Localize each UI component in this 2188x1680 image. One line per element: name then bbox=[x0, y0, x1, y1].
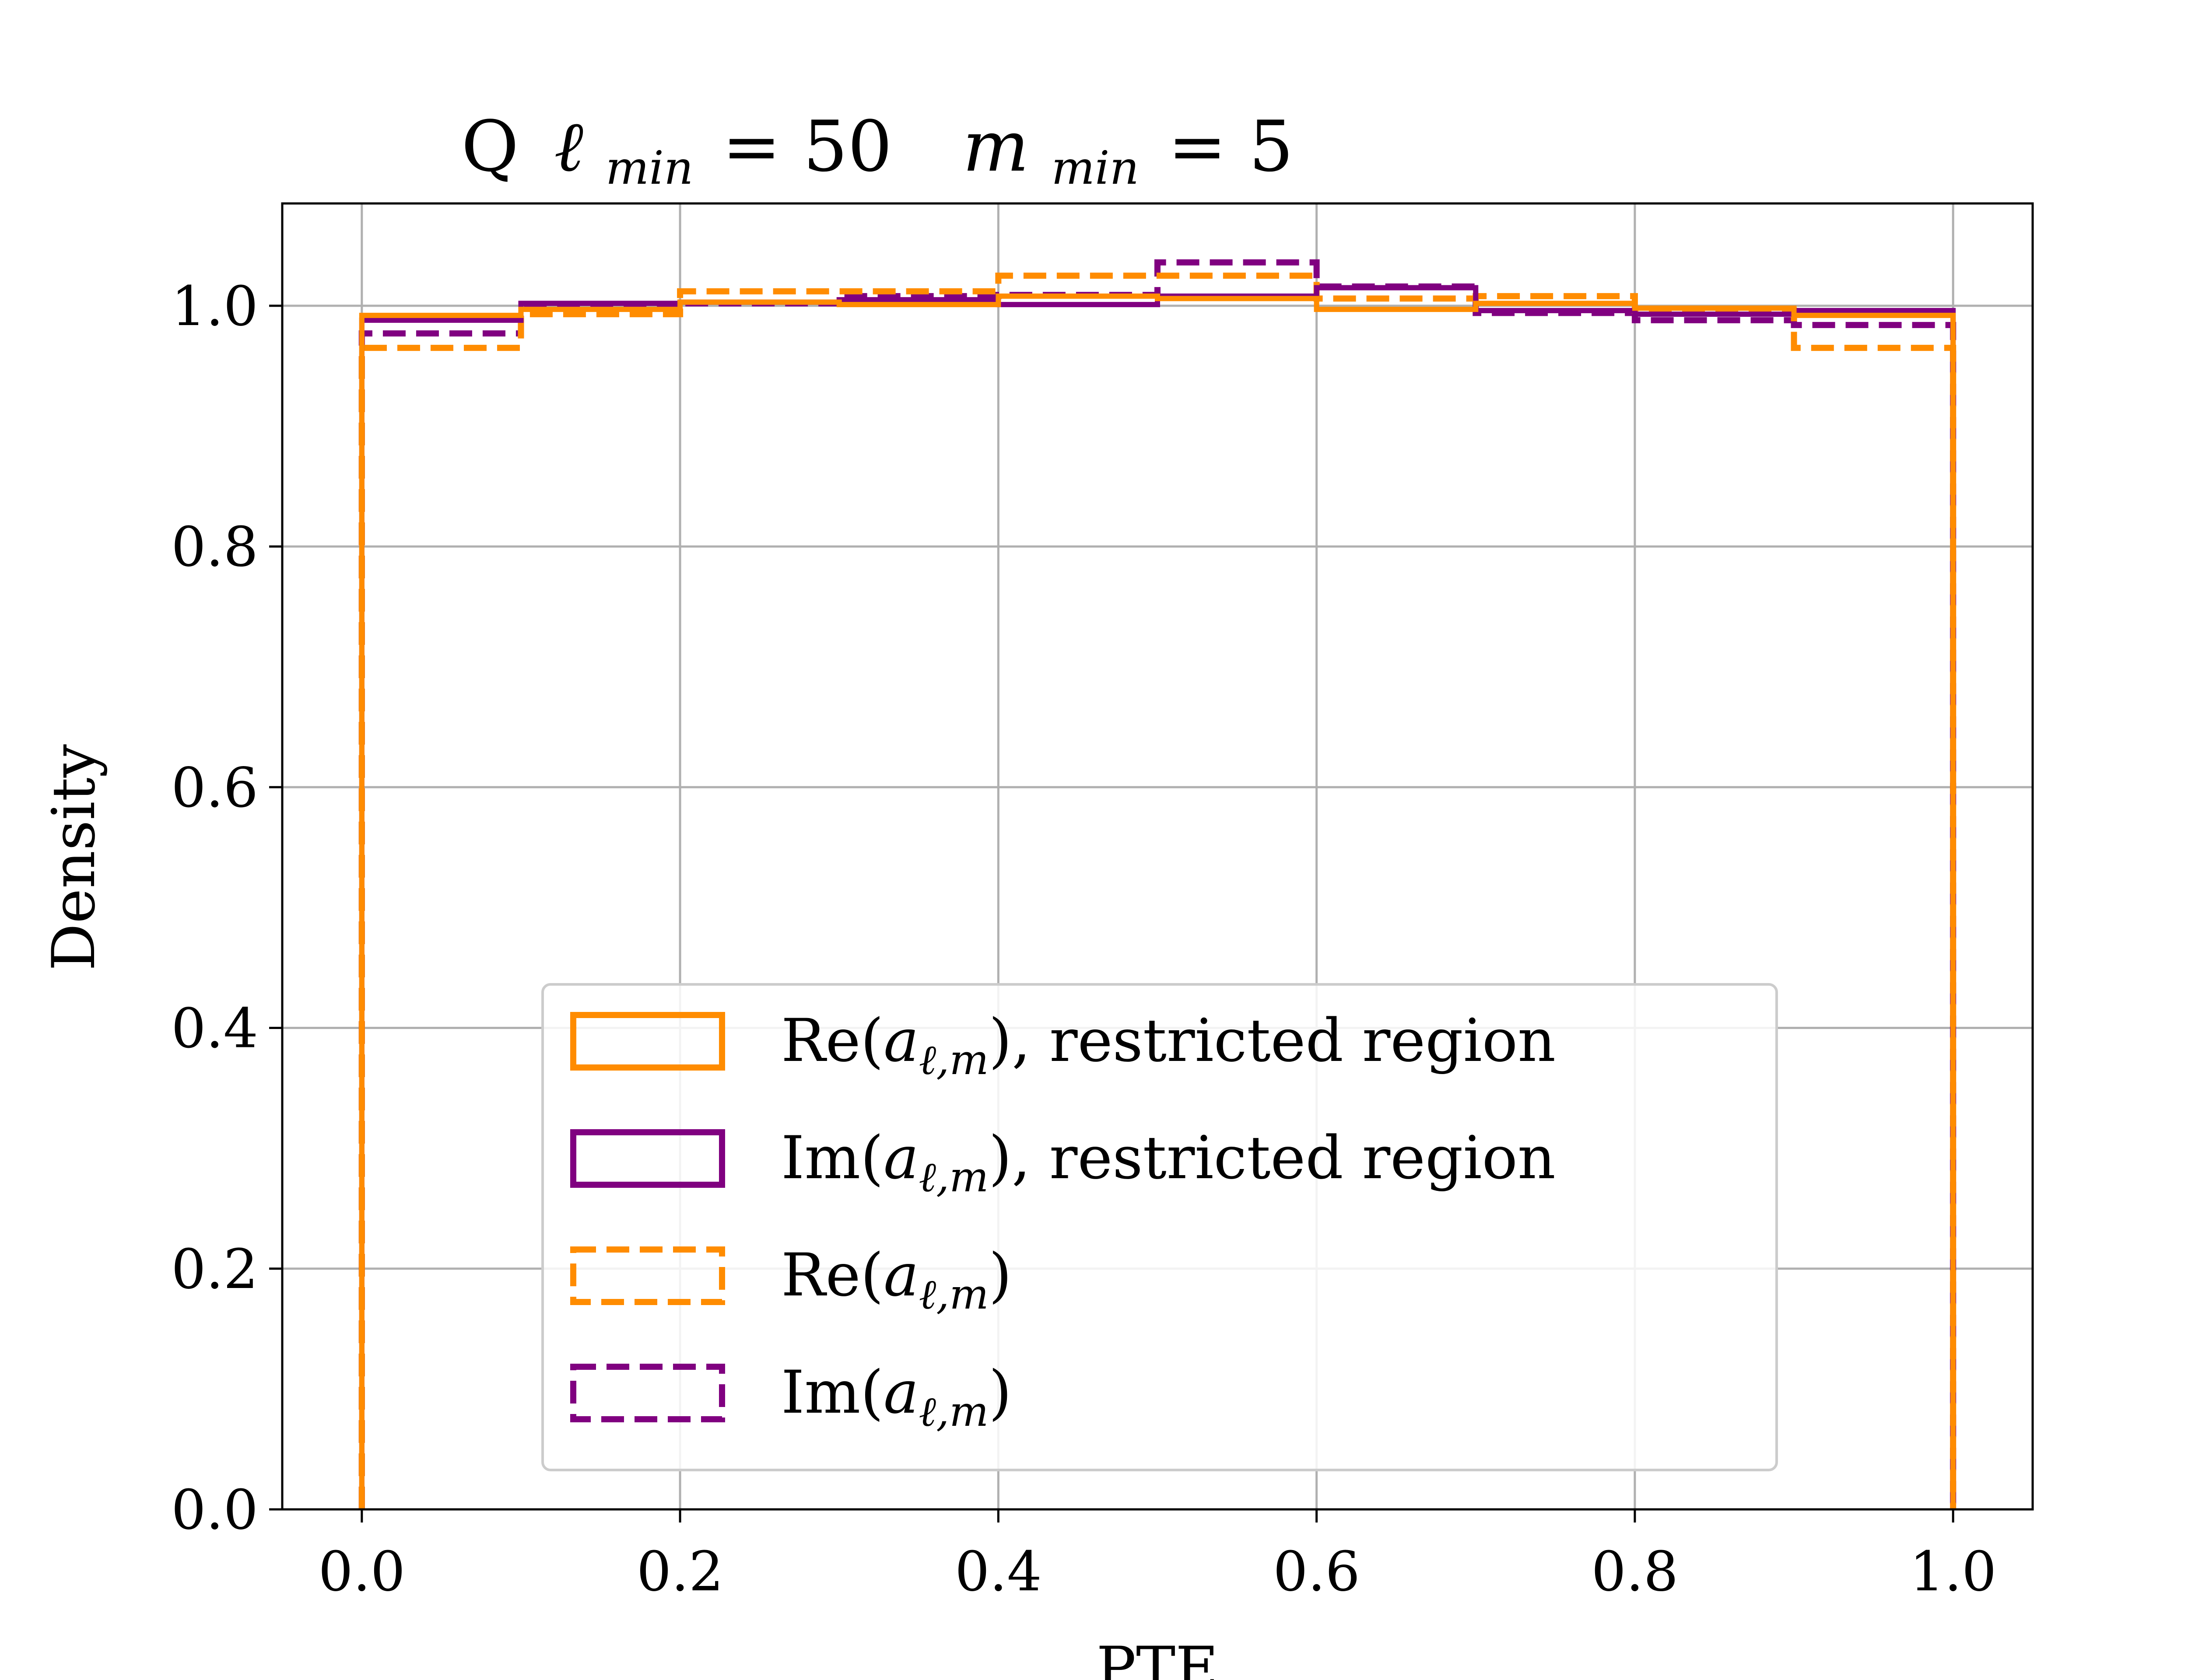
y-tick-label-0: 0.0 bbox=[171, 1478, 258, 1542]
y-tick-label-5: 1.0 bbox=[171, 275, 258, 338]
legend-swatch-re_restricted bbox=[570, 1012, 725, 1071]
legend-label-sub: ℓ,m bbox=[919, 1036, 989, 1084]
legend-label-im_restricted: Im(aℓ,m), restricted region bbox=[781, 1124, 1556, 1201]
legend-entry-re_restricted: Re(aℓ,m), restricted region bbox=[570, 1006, 1556, 1084]
legend-label-im_full: Im(aℓ,m) bbox=[781, 1358, 1012, 1436]
legend-label-sub: ℓ,m bbox=[919, 1270, 989, 1319]
title-l-value: = 50 bbox=[722, 105, 892, 187]
legend-entry-re_full: Re(aℓ,m) bbox=[570, 1241, 1012, 1319]
legend-swatch-im_restricted bbox=[570, 1129, 725, 1188]
legend-label-tail: ) bbox=[989, 1358, 1012, 1427]
histogram-series bbox=[358, 259, 1957, 1509]
plot-frame bbox=[281, 202, 2034, 1511]
x-tick-label-4: 0.8 bbox=[1592, 1540, 1679, 1603]
title-l-symbol: ℓ bbox=[554, 105, 583, 187]
y-tick-label-3: 0.6 bbox=[171, 756, 258, 819]
legend-box bbox=[541, 983, 1778, 1471]
title-prefix: Q bbox=[461, 105, 519, 187]
x-axis-label: PTE bbox=[1096, 1634, 1218, 1680]
x-tick-label-3: 0.6 bbox=[1273, 1540, 1360, 1603]
legend-entry-im_full: Im(aℓ,m) bbox=[570, 1358, 1012, 1436]
x-tick-label-0: 0.0 bbox=[318, 1540, 405, 1603]
x-tick-label-5: 1.0 bbox=[1910, 1540, 1997, 1603]
y-axis-label: Density bbox=[39, 744, 108, 971]
legend-label-a: a bbox=[884, 1006, 919, 1075]
series-re_restricted bbox=[359, 293, 1956, 1509]
x-tick-label-2: 0.4 bbox=[955, 1540, 1042, 1603]
legend-label-a: a bbox=[884, 1358, 919, 1427]
legend-label-main: Re( bbox=[781, 1241, 884, 1309]
legend-swatch-im_full bbox=[570, 1364, 725, 1422]
legend-label-a: a bbox=[884, 1241, 919, 1309]
legend-swatch-re_full bbox=[570, 1246, 725, 1305]
y-tick-label-1: 0.2 bbox=[171, 1238, 258, 1301]
title-m-symbol: m bbox=[963, 105, 1029, 187]
title-m-subscript: min bbox=[1051, 141, 1139, 195]
y-tick-label-2: 0.4 bbox=[171, 997, 258, 1060]
axis-ticks: 0.0 0.2 0.4 0.6 0.8 1.0 0.0 0.2 0.4 0.6 0.8 1.0 bbox=[171, 275, 1996, 1603]
legend-entry-im_restricted: Im(aℓ,m), restricted region bbox=[570, 1124, 1556, 1201]
y-tick-label-4: 0.8 bbox=[171, 515, 258, 579]
legend-label-tail: ) bbox=[989, 1241, 1012, 1309]
legend-label-a: a bbox=[884, 1124, 919, 1192]
legend-label-sub: ℓ,m bbox=[919, 1153, 989, 1201]
legend-label-sub: ℓ,m bbox=[919, 1388, 989, 1436]
chart-title: Q ℓ min = 50 m min = 5 bbox=[461, 105, 1293, 200]
step-outline-re_restricted bbox=[359, 293, 1956, 1509]
legend-label-tail: ), restricted region bbox=[989, 1006, 1556, 1075]
legend-label-tail: ), restricted region bbox=[989, 1124, 1556, 1192]
x-tick-label-1: 0.2 bbox=[637, 1540, 724, 1603]
legend-label-re_full: Re(aℓ,m) bbox=[781, 1241, 1012, 1319]
legend-label-main: Re( bbox=[781, 1006, 884, 1075]
legend-label-main: Im( bbox=[781, 1358, 884, 1427]
title-m-value: = 5 bbox=[1168, 105, 1294, 187]
legend-label-re_restricted: Re(aℓ,m), restricted region bbox=[781, 1006, 1556, 1084]
legend-label-main: Im( bbox=[781, 1124, 884, 1192]
title-l-subscript: min bbox=[606, 141, 694, 195]
